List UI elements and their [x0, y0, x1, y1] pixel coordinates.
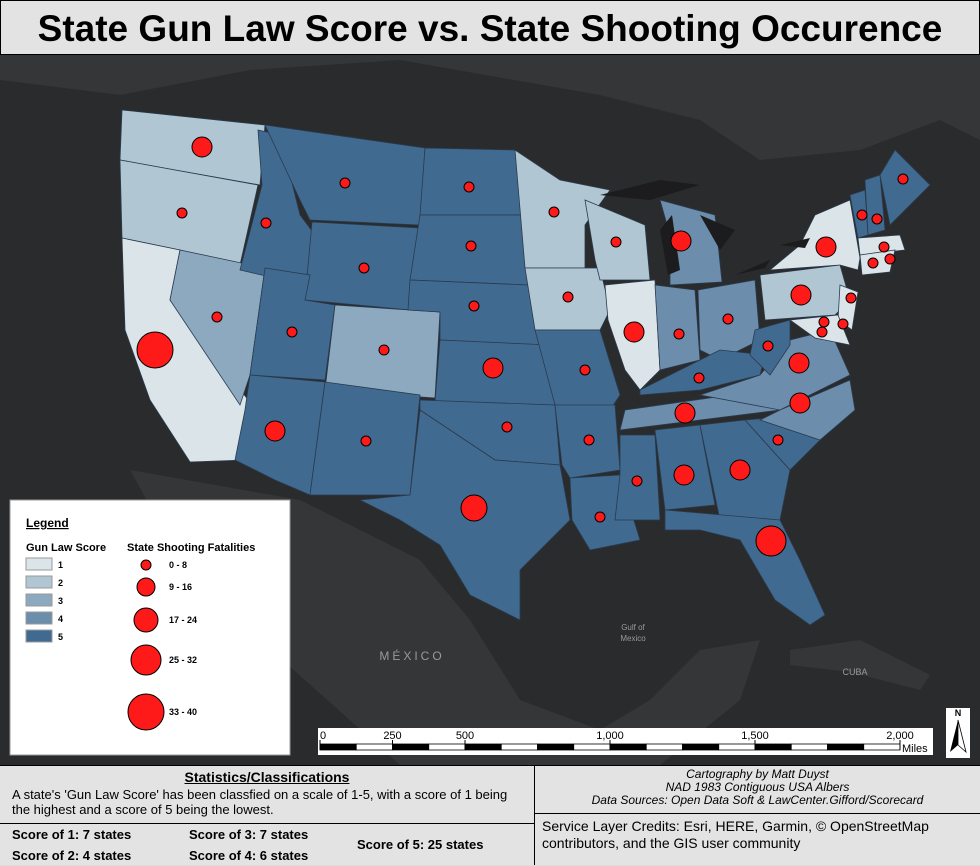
legend-marker	[133, 607, 159, 633]
scale-segment	[464, 743, 502, 751]
legend-label: 5	[58, 632, 63, 642]
scale-tick-label: 500	[456, 730, 474, 742]
state	[534, 329, 621, 411]
cartography: Cartography by Matt Duyst	[686, 767, 829, 781]
scale-segment	[500, 743, 538, 751]
gulf-label: Mexico	[620, 634, 646, 643]
scale-segment	[319, 743, 357, 751]
score-counts: Score of 1: 7 states Score of 2: 4 state…	[0, 823, 534, 866]
legend-marker	[136, 577, 156, 597]
scale-segment	[573, 743, 611, 751]
score-count: Score of 5: 25 states	[357, 837, 484, 852]
legend-marker	[130, 644, 162, 676]
scale-segment	[754, 743, 792, 751]
cuba-label: CUBA	[842, 667, 867, 677]
legend-marker	[127, 693, 165, 731]
score-count: Score of 3: 7 states	[189, 827, 309, 842]
cuba	[790, 640, 930, 690]
legend-swatch	[25, 611, 53, 625]
scale-segment	[790, 743, 828, 751]
legend-swatch	[25, 557, 53, 571]
scale-tick-label: 1,000	[596, 730, 624, 742]
scale-segment	[863, 743, 901, 751]
state	[419, 147, 526, 216]
scale-segment	[609, 743, 647, 751]
legend-swatch	[25, 629, 53, 643]
statistics: Statistics/Classifications A state's 'Gu…	[0, 766, 535, 865]
legend-label: 2	[58, 578, 63, 588]
scale-tick-label: 1,500	[741, 730, 769, 742]
scale-segment	[355, 743, 393, 751]
fatality-markers	[136, 136, 909, 557]
legend-marker	[140, 559, 152, 571]
north-label: N	[955, 708, 962, 718]
state	[879, 149, 931, 226]
state	[654, 284, 701, 371]
legend-swatch	[25, 593, 53, 607]
scale-unit: Miles	[902, 743, 928, 755]
scale-tick-label: 0	[320, 730, 326, 742]
gulf-label: Gulf of	[621, 623, 645, 632]
scale-segment	[682, 743, 720, 751]
cartography-credits: Cartography by Matt Duyst NAD 1983 Conti…	[535, 766, 980, 814]
title: State Gun Law Score vs. State Shooting O…	[0, 0, 980, 55]
scale-segment	[537, 743, 575, 751]
scale-segment	[827, 743, 865, 751]
canada	[0, 55, 980, 160]
north-arrow: N	[946, 708, 970, 758]
scale-segment	[428, 743, 466, 751]
bottom-panel: Statistics/Classifications A state's 'Gu…	[0, 765, 980, 865]
great-lakes	[600, 180, 810, 275]
scale-segment	[645, 743, 683, 751]
projection: NAD 1983 Contiguous USA Albers	[665, 780, 850, 794]
legend-label: 1	[58, 560, 63, 570]
statistics-heading: Statistics/Classifications	[184, 769, 350, 785]
legend-label: 9 - 16	[169, 582, 192, 592]
legend: Legend Gun Law Score State Shooting Fata…	[9, 499, 291, 756]
service-credits: Service Layer Credits: Esri, HERE, Garmi…	[542, 818, 929, 851]
legend-title: Legend	[26, 516, 69, 530]
map: MÉXICO Gulf of Mexico CUBA Legend Gun La…	[0, 55, 980, 765]
legend-subtitle: Gun Law Score	[26, 542, 106, 554]
scale-tick-label: 250	[383, 730, 401, 742]
scale-segment	[718, 743, 756, 751]
legend-label: 17 - 24	[169, 615, 197, 625]
statistics-description: A state's 'Gun Law Score' has been class…	[12, 787, 508, 817]
legend-label: 0 - 8	[169, 560, 187, 570]
scale-tick-label: 2,000	[886, 730, 914, 742]
scale-segment	[392, 743, 430, 751]
legend-label: 3	[58, 596, 63, 606]
score-count: Score of 1: 7 states	[12, 827, 132, 842]
score-count: Score of 2: 4 states	[12, 848, 132, 863]
legend-label: 25 - 32	[169, 655, 197, 665]
scale-bg	[318, 728, 933, 755]
legend-label: 4	[58, 614, 63, 624]
mexico-label: MÉXICO	[379, 648, 444, 663]
legend-label: 33 - 40	[169, 707, 197, 717]
legend-subtitle: State Shooting Fatalities	[127, 542, 255, 554]
sources: Data Sources: Open Data Soft & LawCenter…	[591, 793, 924, 807]
legend-swatch	[25, 575, 53, 589]
score-count: Score of 4: 6 states	[189, 848, 309, 863]
state	[264, 124, 426, 226]
